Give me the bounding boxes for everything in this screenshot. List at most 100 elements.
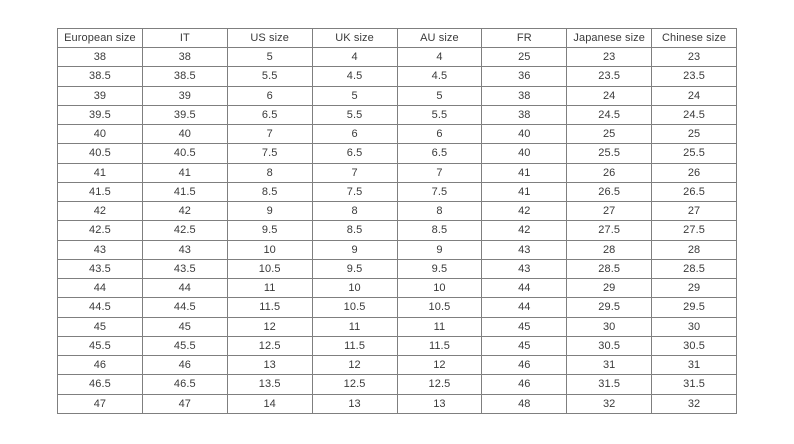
table-cell: 38 xyxy=(481,104,568,126)
table-row: 39 39 6 5 5 38 24 24 xyxy=(57,85,737,106)
table-cell: 41 xyxy=(481,162,568,183)
table-cell: 40.5 xyxy=(57,143,143,164)
table-cell: 27 xyxy=(651,200,737,222)
table-cell: 46 xyxy=(481,374,568,395)
table-row: 44 44 11 10 10 44 29 29 xyxy=(57,277,737,299)
table-cell: 5 xyxy=(311,85,398,106)
table-cell: 39.5 xyxy=(141,104,228,126)
table-cell: 44.5 xyxy=(141,297,228,318)
table-cell: 31 xyxy=(651,354,737,376)
table-cell: 30.5 xyxy=(651,335,737,357)
table-body: 38 38 5 4 4 25 23 23 38.5 38.5 5.5 4.5 4.5 36 23.5 23.5… xyxy=(57,46,737,414)
table-row: 42.5 42.5 9.5 8.5 8.5 42 27.5 27.5 xyxy=(57,220,737,241)
table-cell: 23.5 xyxy=(566,66,653,87)
table-cell: 12.5 xyxy=(226,335,313,357)
table-cell: 8.5 xyxy=(396,220,483,241)
table-cell: 46 xyxy=(57,354,143,376)
table-cell: 43 xyxy=(141,239,228,260)
column-header: European size xyxy=(57,28,143,48)
table-cell: 44 xyxy=(57,277,143,299)
table-cell: 41.5 xyxy=(141,181,228,203)
table-cell: 11 xyxy=(226,277,313,299)
table-cell: 27.5 xyxy=(566,220,653,241)
table-cell: 5 xyxy=(396,85,483,106)
table-cell: 11.5 xyxy=(226,297,313,318)
table-row: 40.5 40.5 7.5 6.5 6.5 40 25.5 25.5 xyxy=(57,143,737,164)
table-row: 45 45 12 11 11 45 30 30 xyxy=(57,316,737,337)
table-cell: 12.5 xyxy=(311,374,398,395)
table-cell: 13 xyxy=(226,354,313,376)
table-cell: 4 xyxy=(311,46,398,68)
table-cell: 39 xyxy=(141,85,228,106)
table-cell: 29 xyxy=(651,277,737,299)
table-cell: 42 xyxy=(481,200,568,222)
table-cell: 7 xyxy=(396,162,483,183)
table-cell: 9 xyxy=(226,200,313,222)
table-cell: 48 xyxy=(481,393,568,414)
table-cell: 9 xyxy=(396,239,483,260)
table-cell: 4.5 xyxy=(311,66,398,87)
table-cell: 47 xyxy=(57,393,143,414)
table-cell: 31.5 xyxy=(651,374,737,395)
table-cell: 26 xyxy=(651,162,737,183)
column-header: Chinese size xyxy=(651,28,737,48)
table-cell: 10 xyxy=(311,277,398,299)
table-cell: 25 xyxy=(651,123,737,145)
table-cell: 28.5 xyxy=(566,258,653,280)
table-cell: 25 xyxy=(566,123,653,145)
table-cell: 45.5 xyxy=(141,335,228,357)
table-cell: 10.5 xyxy=(396,297,483,318)
table-cell: 28 xyxy=(651,239,737,260)
table-cell: 25.5 xyxy=(651,143,737,164)
table-cell: 39.5 xyxy=(57,104,143,126)
table-cell: 41.5 xyxy=(57,181,143,203)
table-cell: 24 xyxy=(651,85,737,106)
table-cell: 6 xyxy=(226,85,313,106)
table-cell: 28.5 xyxy=(651,258,737,280)
table-cell: 40.5 xyxy=(141,143,228,164)
table-cell: 38 xyxy=(141,46,228,68)
table-cell: 12 xyxy=(311,354,398,376)
table-cell: 8.5 xyxy=(311,220,398,241)
table-cell: 10.5 xyxy=(311,297,398,318)
table-cell: 43 xyxy=(481,239,568,260)
table-row: 38 38 5 4 4 25 23 23 xyxy=(57,46,737,68)
table-row: 43.5 43.5 10.5 9.5 9.5 43 28.5 28.5 xyxy=(57,258,737,280)
table-cell: 13 xyxy=(311,393,398,414)
table-cell: 10 xyxy=(396,277,483,299)
table-cell: 11.5 xyxy=(311,335,398,357)
table-cell: 32 xyxy=(651,393,737,414)
table-cell: 10.5 xyxy=(226,258,313,280)
table-cell: 41 xyxy=(481,181,568,203)
table-cell: 42.5 xyxy=(57,220,143,241)
table-cell: 9 xyxy=(311,239,398,260)
table-cell: 6.5 xyxy=(311,143,398,164)
table-cell: 11.5 xyxy=(396,335,483,357)
table-cell: 36 xyxy=(481,66,568,87)
table-header: European size IT US size UK size AU size FR Ja… xyxy=(57,28,737,48)
table-cell: 46 xyxy=(481,354,568,376)
table-cell: 38 xyxy=(57,46,143,68)
table-cell: 24.5 xyxy=(651,104,737,126)
table-cell: 5.5 xyxy=(396,104,483,126)
table-cell: 8 xyxy=(396,200,483,222)
table-cell: 6.5 xyxy=(226,104,313,126)
table-row: 43 43 10 9 9 43 28 28 xyxy=(57,239,737,260)
table-cell: 12 xyxy=(226,316,313,337)
table-row: 44.5 44.5 11.5 10.5 10.5 44 29.5 29.5 xyxy=(57,297,737,318)
table-cell: 4.5 xyxy=(396,66,483,87)
table-cell: 30 xyxy=(651,316,737,337)
column-header: FR xyxy=(481,28,568,48)
table-cell: 41 xyxy=(57,162,143,183)
table-row: 41 41 8 7 7 41 26 26 xyxy=(57,162,737,183)
table-cell: 29.5 xyxy=(566,297,653,318)
table-cell: 29 xyxy=(566,277,653,299)
table-cell: 38.5 xyxy=(141,66,228,87)
table-cell: 11 xyxy=(311,316,398,337)
table-cell: 7.5 xyxy=(396,181,483,203)
table-cell: 40 xyxy=(481,123,568,145)
table-row: 46 46 13 12 12 46 31 31 xyxy=(57,354,737,376)
table-row: 46.5 46.5 13.5 12.5 12.5 46 31.5 31.5 xyxy=(57,374,737,395)
table-cell: 7.5 xyxy=(311,181,398,203)
table-cell: 44 xyxy=(481,297,568,318)
